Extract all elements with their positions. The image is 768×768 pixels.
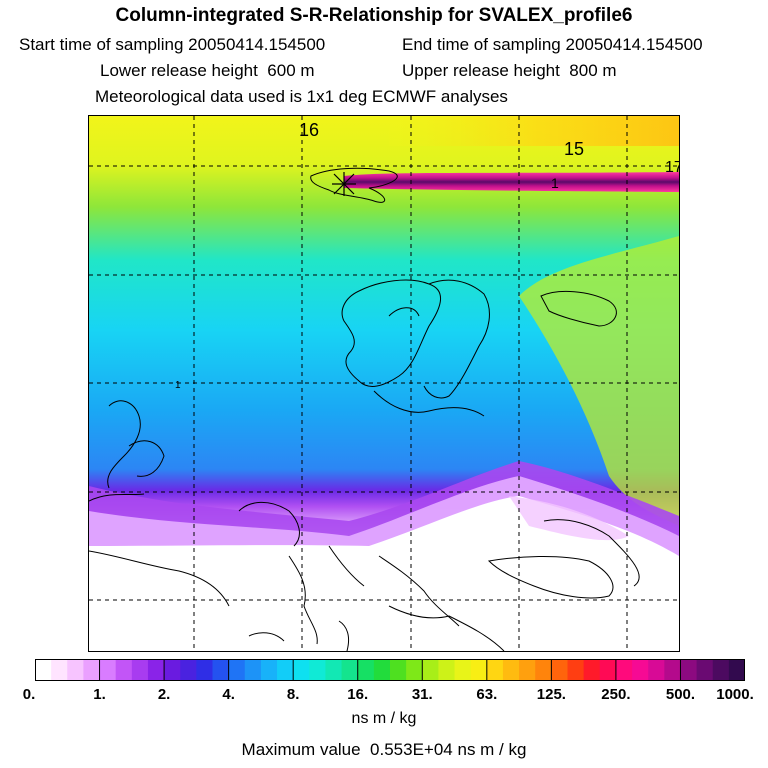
colorbar-swatch: [551, 659, 569, 681]
lower-release-height: Lower release height 600 m: [100, 61, 315, 81]
colorbar-tick-label: 63.: [476, 686, 498, 703]
lower-release-value: 600 m: [267, 61, 315, 80]
colorbar-swatch: [680, 659, 698, 681]
colorbar-swatch: [147, 659, 165, 681]
eastern-green-region: [519, 236, 679, 526]
colorbar-swatch: [406, 659, 423, 681]
end-time: End time of sampling 20050414.154500: [402, 35, 703, 55]
colorbar-swatch: [696, 659, 714, 681]
colorbar-swatch: [228, 659, 246, 681]
colorbar-tick-label: 1.: [93, 686, 106, 703]
maximum-value-label: Maximum value: [241, 740, 361, 759]
colorbar-swatch: [454, 659, 472, 681]
colorbar-swatch: [131, 659, 149, 681]
colorbar-swatch: [664, 659, 682, 681]
colorbar-swatch: [51, 659, 68, 681]
contour-label-1a: 1: [551, 175, 559, 191]
maximum-value: Maximum value 0.553E+04 ns m / kg: [0, 740, 768, 760]
colorbar-tick-label: 250.: [601, 686, 631, 703]
colorbar-tick-label: 31.: [411, 686, 433, 703]
colorbar-tick-label: 16.: [347, 686, 369, 703]
start-time-value: 20050414.154500: [188, 35, 326, 54]
colorbar-swatch: [535, 659, 552, 681]
colorbar-swatch: [99, 659, 117, 681]
coastlines: [89, 167, 640, 651]
contour-label-1b: 1: [175, 380, 181, 391]
plot-title: Column-integrated S-R-Relationship for S…: [115, 5, 633, 26]
colorbar-swatch: [260, 659, 278, 681]
colorbar-swatch: [712, 659, 730, 681]
colorbar-swatch: [615, 659, 633, 681]
colorbar-swatch: [277, 659, 294, 681]
contour-label-16: 16: [299, 120, 319, 140]
colorbar: [35, 659, 746, 681]
colorbar-swatch: [567, 659, 585, 681]
colorbar-swatch: [519, 659, 536, 681]
colorbar-swatch: [341, 659, 359, 681]
colorbar-swatch: [293, 659, 310, 681]
colorbar-units: ns m / kg: [351, 710, 417, 727]
pink-patch: [509, 496, 629, 541]
colorbar-tick-label: 2.: [157, 686, 171, 703]
colorbar-svg: [35, 659, 746, 681]
colorbar-swatch: [728, 659, 746, 681]
start-time: Start time of sampling 20050414.154500: [19, 35, 325, 55]
white-region: [89, 496, 679, 651]
colorbar-swatch: [180, 659, 197, 681]
colorbar-swatch: [502, 659, 520, 681]
colorbar-swatch: [583, 659, 601, 681]
colorbar-swatch: [67, 659, 85, 681]
colorbar-swatch: [325, 659, 343, 681]
colorbar-swatch: [83, 659, 101, 681]
map-svg: 16 15 1 1 17: [89, 116, 679, 651]
lower-release-label: Lower release height: [100, 61, 258, 80]
colorbar-swatch: [390, 659, 407, 681]
colorbar-swatch: [599, 659, 617, 681]
colorbar-tick-label: 1000.: [716, 686, 754, 703]
colorbar-swatch: [422, 659, 440, 681]
contour-label-15: 15: [564, 139, 584, 159]
meteorological-data-line: Meteorological data used is 1x1 deg ECMW…: [95, 87, 508, 106]
colorbar-swatch: [470, 659, 488, 681]
graticule: [89, 116, 679, 651]
contour-label-17: 17: [665, 159, 679, 176]
colorbar-swatch: [196, 659, 214, 681]
map-plot: 16 15 1 1 17: [88, 115, 680, 652]
source-plume: [344, 172, 679, 192]
colorbar-tick-label: 8.: [286, 686, 300, 703]
colorbar-border: [35, 659, 745, 681]
upper-release-value: 800 m: [569, 61, 617, 80]
colorbar-tick-label: 500.: [665, 686, 696, 703]
northern-yellow-region: [389, 116, 679, 146]
colorbar-swatch: [438, 659, 456, 681]
colorbar-swatch: [212, 659, 230, 681]
colorbar-swatch: [486, 659, 504, 681]
colorbar-swatch: [373, 659, 391, 681]
start-time-label: Start time of sampling: [19, 35, 184, 54]
colorbar-swatch: [357, 659, 375, 681]
colorbar-tick-label: 4.: [222, 686, 235, 703]
end-time-value: 20050414.154500: [565, 35, 703, 54]
upper-release-label: Upper release height: [402, 61, 560, 80]
colorbar-tick-label: 125.: [536, 686, 566, 703]
colorbar-swatch: [632, 659, 649, 681]
end-time-label: End time of sampling: [402, 35, 561, 54]
colorbar-swatch: [309, 659, 327, 681]
colorbar-swatch: [648, 659, 665, 681]
release-point-marker: [332, 172, 356, 196]
colorbar-swatch: [35, 659, 52, 681]
colorbar-swatch: [164, 659, 181, 681]
colorbar-swatch: [115, 659, 133, 681]
colorbar-swatch: [244, 659, 262, 681]
upper-release-height: Upper release height 800 m: [402, 61, 617, 81]
colorbar-tick-label: 0.: [22, 686, 36, 703]
maximum-value-number: 0.553E+04 ns m / kg: [370, 740, 527, 759]
